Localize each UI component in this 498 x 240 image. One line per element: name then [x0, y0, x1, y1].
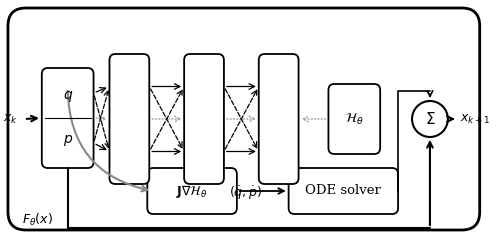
FancyBboxPatch shape [42, 68, 94, 168]
Text: $F_{\theta}(x)$: $F_{\theta}(x)$ [22, 212, 53, 228]
FancyBboxPatch shape [184, 54, 224, 184]
Text: $\mathbf{J}\nabla\mathcal{H}_{\theta}$: $\mathbf{J}\nabla\mathcal{H}_{\theta}$ [176, 182, 208, 199]
Text: $\Sigma$: $\Sigma$ [425, 111, 435, 127]
Text: ODE solver: ODE solver [305, 185, 381, 198]
Text: $x_{k+1}$: $x_{k+1}$ [460, 113, 490, 126]
FancyBboxPatch shape [8, 8, 480, 230]
FancyBboxPatch shape [328, 84, 380, 154]
Text: $x_k$: $x_k$ [3, 113, 18, 126]
Text: $p$: $p$ [63, 132, 73, 148]
FancyBboxPatch shape [289, 168, 398, 214]
FancyBboxPatch shape [259, 54, 299, 184]
Text: $(\dot{q},\dot{p})$: $(\dot{q},\dot{p})$ [230, 184, 262, 202]
FancyBboxPatch shape [110, 54, 149, 184]
FancyBboxPatch shape [147, 168, 237, 214]
Text: $\mathcal{H}_{\theta}$: $\mathcal{H}_{\theta}$ [345, 111, 364, 126]
Text: $q$: $q$ [63, 89, 73, 103]
